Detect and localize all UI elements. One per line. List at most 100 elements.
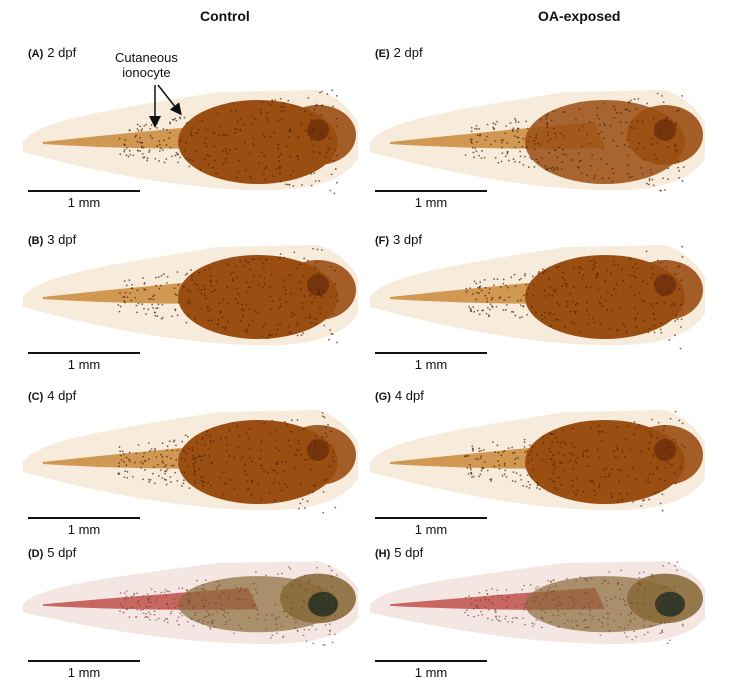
ionocyte-dot — [548, 151, 551, 154]
ionocyte-dot — [119, 450, 122, 453]
ionocyte-dot — [484, 606, 487, 609]
ionocyte-dot — [207, 621, 209, 624]
ionocyte-dot — [194, 479, 197, 482]
ionocyte-dot — [284, 183, 287, 186]
ionocyte-dot — [569, 292, 572, 295]
ionocyte-dot — [660, 189, 662, 192]
ionocyte-dot — [279, 97, 282, 100]
ionocyte-dots — [465, 245, 684, 350]
ionocyte-dot — [259, 274, 262, 277]
ionocyte-dot — [537, 142, 540, 145]
ionocyte-dot — [241, 455, 244, 458]
ionocyte-dot — [308, 598, 311, 601]
ionocyte-dot — [253, 582, 255, 585]
ionocyte-dot — [172, 464, 175, 467]
ionocyte-dot — [548, 312, 550, 315]
ionocyte-dot — [565, 285, 568, 287]
ionocyte-dot — [630, 99, 632, 102]
ionocyte-dot — [620, 569, 623, 572]
ionocyte-dot — [533, 623, 536, 625]
ionocyte-dot — [286, 616, 289, 618]
ionocyte-dot — [331, 576, 333, 578]
ionocyte-dot — [503, 449, 506, 452]
ionocyte-dot — [599, 475, 602, 478]
ionocyte-dot — [588, 121, 591, 124]
ionocyte-dot — [522, 305, 525, 307]
ionocyte-dot — [561, 148, 564, 151]
ionocyte-dot — [168, 440, 171, 443]
ionocyte-dot — [222, 609, 225, 612]
ionocyte-dot — [571, 600, 574, 603]
ionocyte-dot — [117, 304, 120, 306]
ionocyte-dot — [621, 268, 624, 271]
ionocyte-dot — [512, 452, 514, 454]
ionocyte-dot — [564, 442, 567, 445]
ionocyte-dot — [263, 283, 266, 285]
ionocyte-dot — [119, 292, 121, 294]
ionocyte-dot — [511, 480, 514, 482]
ionocyte-dot — [261, 467, 264, 470]
eye — [308, 591, 338, 617]
ionocyte-dot — [308, 580, 311, 582]
ionocyte-dot — [593, 266, 596, 269]
ionocyte-dot — [562, 135, 565, 137]
ionocyte-dot — [221, 326, 224, 328]
ionocyte-dot — [140, 467, 143, 469]
ionocyte-dot — [636, 602, 639, 604]
ionocyte-dot — [574, 310, 577, 313]
ionocyte-dot — [243, 599, 246, 601]
ionocyte-dot — [670, 305, 673, 307]
ionocyte-dot — [193, 473, 196, 476]
ionocyte-dot — [593, 489, 596, 492]
ionocyte-dot — [217, 585, 220, 587]
ionocyte-dot — [489, 478, 492, 481]
ionocyte-dot — [203, 284, 206, 287]
ionocyte-dot — [173, 287, 176, 290]
ionocyte-dot — [318, 151, 321, 154]
ionocyte-dot — [541, 318, 544, 321]
ionocyte-dot — [209, 628, 212, 630]
ionocyte-dot — [547, 134, 549, 137]
ionocyte-dot — [267, 471, 270, 474]
ionocyte-dot — [207, 310, 210, 312]
ionocyte-dot — [201, 438, 203, 440]
ionocyte-dot — [260, 112, 262, 114]
ionocyte-dot — [310, 322, 313, 324]
ionocyte-dot — [168, 590, 171, 593]
ionocyte-dot — [328, 465, 331, 468]
ionocyte-dot — [177, 161, 179, 164]
scale-bar — [28, 660, 140, 662]
ionocyte-dot — [669, 454, 672, 457]
ionocyte-dot — [548, 447, 551, 450]
ionocyte-dot — [303, 257, 306, 260]
ionocyte-dot — [144, 468, 146, 471]
ionocyte-dot — [556, 596, 559, 598]
ionocyte-dot — [226, 444, 228, 447]
ionocyte-dot — [493, 465, 496, 468]
ionocyte-dot — [628, 100, 631, 103]
ionocyte-dot — [263, 135, 266, 138]
ionocyte-dot — [328, 630, 331, 632]
ionocyte-dot — [225, 482, 228, 484]
ionocyte-dot — [620, 613, 622, 615]
ionocyte-dot — [497, 161, 500, 164]
ionocyte-dot — [502, 139, 505, 141]
ionocyte-dot — [662, 101, 665, 104]
ionocyte-dot — [613, 105, 615, 108]
ionocyte-dot — [200, 479, 203, 482]
ionocyte-dot — [624, 455, 626, 458]
ionocyte-dot — [505, 309, 507, 311]
ionocyte-dot — [645, 250, 648, 253]
ionocyte-dot — [610, 496, 613, 499]
ionocyte-dot — [245, 432, 248, 434]
ionocyte-dot — [546, 131, 549, 134]
ionocyte-dot — [154, 619, 157, 621]
ionocyte-dot — [143, 125, 146, 127]
panel-letter: (C) — [28, 391, 44, 403]
ionocyte-dot — [464, 154, 467, 156]
ionocyte-dot — [551, 294, 554, 297]
ionocyte-dot — [334, 283, 337, 286]
ionocyte-dot — [663, 301, 666, 304]
ionocyte-dot — [651, 573, 654, 576]
ionocyte-dot — [258, 162, 260, 164]
